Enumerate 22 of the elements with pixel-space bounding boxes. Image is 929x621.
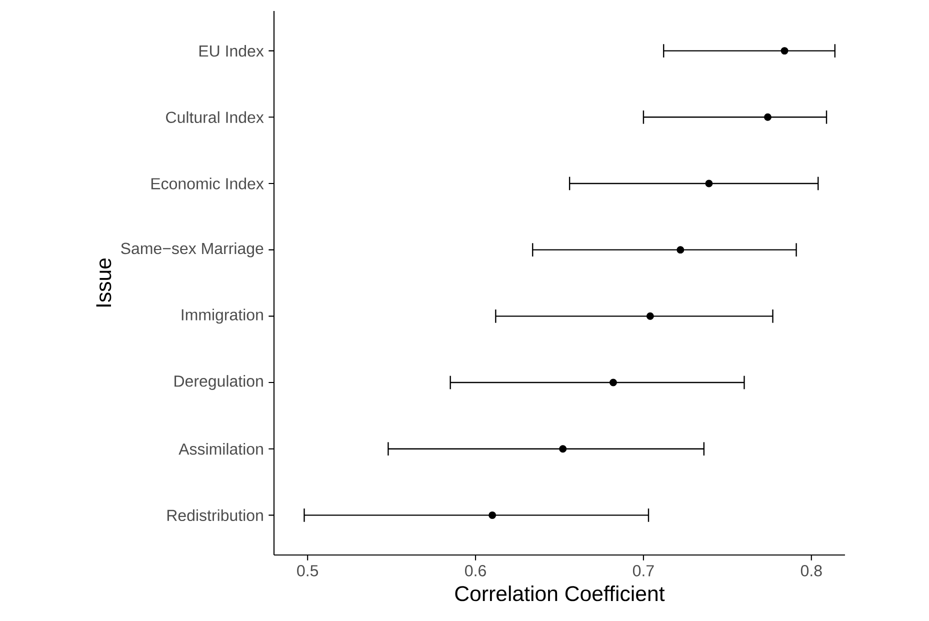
x-tick-label: 0.6 <box>465 565 486 576</box>
point <box>705 180 713 188</box>
y-tick-label: Economic Index <box>151 178 264 190</box>
y-tick-label: Cultural Index <box>166 111 264 124</box>
x-tick-label: 0.7 <box>632 565 654 576</box>
x-axis-title: Correlation Coefficient <box>455 586 665 602</box>
point <box>609 378 617 386</box>
y-axis-title: Issue <box>96 258 112 307</box>
y-tick-label: Assimilation <box>178 442 263 455</box>
y-tick-label: Immigration <box>182 308 263 324</box>
point <box>764 113 772 121</box>
y-tick-label: Same−sex Marriage <box>121 242 264 258</box>
point <box>676 246 684 254</box>
point <box>646 312 654 320</box>
point <box>488 511 496 519</box>
point <box>559 445 567 453</box>
x-tick-label: 0.5 <box>297 565 318 576</box>
y-tick-label: Redistribution <box>167 509 263 522</box>
y-tick-label: EU Index <box>199 44 264 57</box>
point <box>780 47 788 55</box>
y-tick-label: Deregulation <box>174 375 263 390</box>
x-tick-label: 0.8 <box>800 565 822 576</box>
